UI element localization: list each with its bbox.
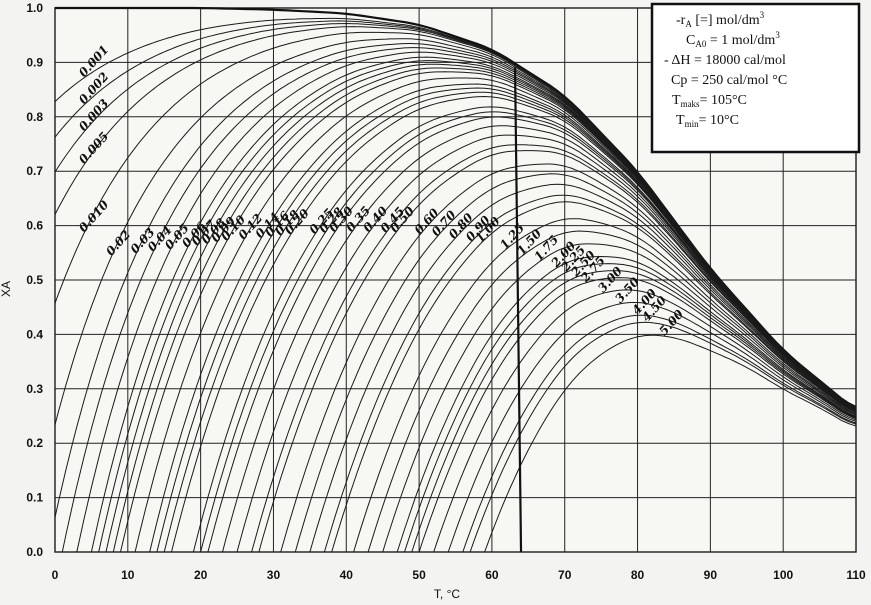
rate-curve <box>411 270 857 553</box>
x-tick-label: 20 <box>194 568 208 582</box>
rate-curve <box>418 277 857 553</box>
legend-line-rate-units: -rA [=] mol/dm3 <box>676 10 765 29</box>
curve-layer <box>54 6 857 553</box>
tick-layer: 0 10 20 30 40 50 60 70 80 90 100 110 0.0 0.1 0.2 0.3 0.4… <box>26 1 866 582</box>
rate-curve <box>171 95 857 553</box>
rate-curve <box>447 302 857 553</box>
rate-curve <box>331 201 857 553</box>
rate-curve <box>309 183 857 553</box>
rate-curve <box>258 150 857 553</box>
rate-curve <box>469 321 857 553</box>
rate-curve <box>462 314 857 553</box>
rate-curve <box>396 255 857 553</box>
y-tick-label: 0.1 <box>26 491 43 505</box>
x-tick-label: 80 <box>631 568 645 582</box>
rate-curve <box>323 194 857 553</box>
y-tick-label: 0.6 <box>26 219 43 233</box>
x-tick-label: 100 <box>773 568 793 582</box>
legend-box: -rA [=] mol/dm3 CA0 = 1 mol/dm3 - ΔH = 1… <box>650 2 861 154</box>
x-tick-label: 30 <box>267 568 281 582</box>
y-tick-label: 0.4 <box>26 327 43 341</box>
legend-line-tmin: Tmin= 10°C <box>676 113 739 129</box>
y-axis-title: XA <box>0 281 13 297</box>
x-tick-label: 40 <box>340 568 354 582</box>
rate-curve <box>294 173 857 553</box>
rate-curve <box>382 243 857 553</box>
rate-curve <box>280 163 857 553</box>
x-tick-label: 10 <box>121 568 135 582</box>
y-tick-label: 0.7 <box>26 164 43 178</box>
y-tick-label: 0.5 <box>26 273 43 287</box>
rate-curve <box>222 125 857 553</box>
y-tick-label: 0.8 <box>26 110 43 124</box>
legend-frame <box>650 2 861 154</box>
rate-curve <box>236 134 857 553</box>
y-tick-label: 1.0 <box>26 1 43 15</box>
legend-line-enthalpy: - ΔH = 18000 cal/mol <box>664 53 786 68</box>
x-tick-label: 60 <box>485 568 499 582</box>
y-tick-label: 0.2 <box>26 436 43 450</box>
y-tick-label: 0.3 <box>26 382 43 396</box>
x-axis-title: T, °C <box>434 587 460 601</box>
legend-line-heat-capacity: Cp = 250 cal/mol °C <box>671 73 787 88</box>
legend-line-initial-conc: CA0 = 1 mol/dm3 <box>686 30 780 49</box>
rate-curve <box>251 144 857 553</box>
rate-curve <box>484 334 857 553</box>
operating-line <box>513 67 523 553</box>
legend-line-tmax: Tmaks= 105°C <box>672 93 747 109</box>
y-tick-label: 0.9 <box>26 55 43 69</box>
rate-curve <box>367 230 857 553</box>
rate-curve <box>404 263 857 553</box>
rate-curve <box>433 289 857 553</box>
x-tick-label: 90 <box>704 568 718 582</box>
x-tick-label: 70 <box>558 568 572 582</box>
y-tick-label: 0.0 <box>26 545 43 559</box>
x-tick-label: 50 <box>412 568 426 582</box>
rate-curve <box>353 218 857 553</box>
x-tick-label: 110 <box>846 568 866 582</box>
rate-curve <box>207 116 857 553</box>
x-tick-label: 0 <box>52 568 59 582</box>
